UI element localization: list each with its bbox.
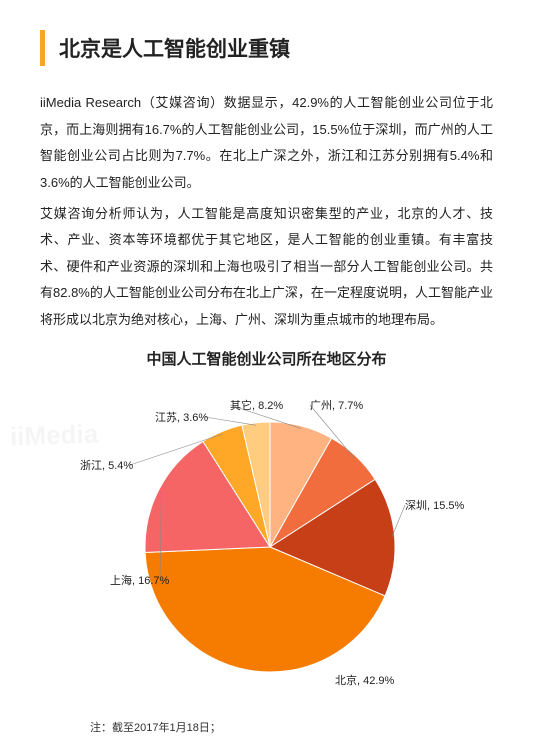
accent-bar: [40, 30, 45, 66]
pie-label-上海: 上海, 16.7%: [110, 572, 169, 588]
pie-label-其它: 其它, 8.2%: [230, 397, 283, 413]
footnote: 注：截至2017年1月18日；: [40, 719, 493, 735]
pie-label-浙江: 浙江, 5.4%: [80, 457, 133, 473]
pie-label-深圳: 深圳, 15.5%: [405, 497, 464, 513]
chart-title: 中国人工智能创业公司所在地区分布: [40, 348, 493, 369]
paragraph-2: 艾媒咨询分析师认为，人工智能是高度知识密集型的产业，北京的人才、技术、产业、资本…: [40, 201, 493, 334]
page-title: 北京是人工智能创业重镇: [59, 33, 290, 63]
pie-label-北京: 北京, 42.9%: [335, 672, 394, 688]
pie-label-广州: 广州, 7.7%: [310, 397, 363, 413]
pie-label-江苏: 江苏, 3.6%: [155, 409, 208, 425]
paragraph-1: iiMedia Research（艾媒咨询）数据显示，42.9%的人工智能创业公…: [40, 90, 493, 197]
page: iiMedia 北京是人工智能创业重镇 iiMedia Research（艾媒咨…: [0, 0, 533, 748]
title-bar: 北京是人工智能创业重镇: [40, 30, 493, 66]
pie-svg: [40, 377, 500, 717]
pie-chart: 其它, 8.2% 广州, 7.7% 深圳, 15.5% 北京, 42.9% 上海, 16…: [40, 377, 493, 717]
